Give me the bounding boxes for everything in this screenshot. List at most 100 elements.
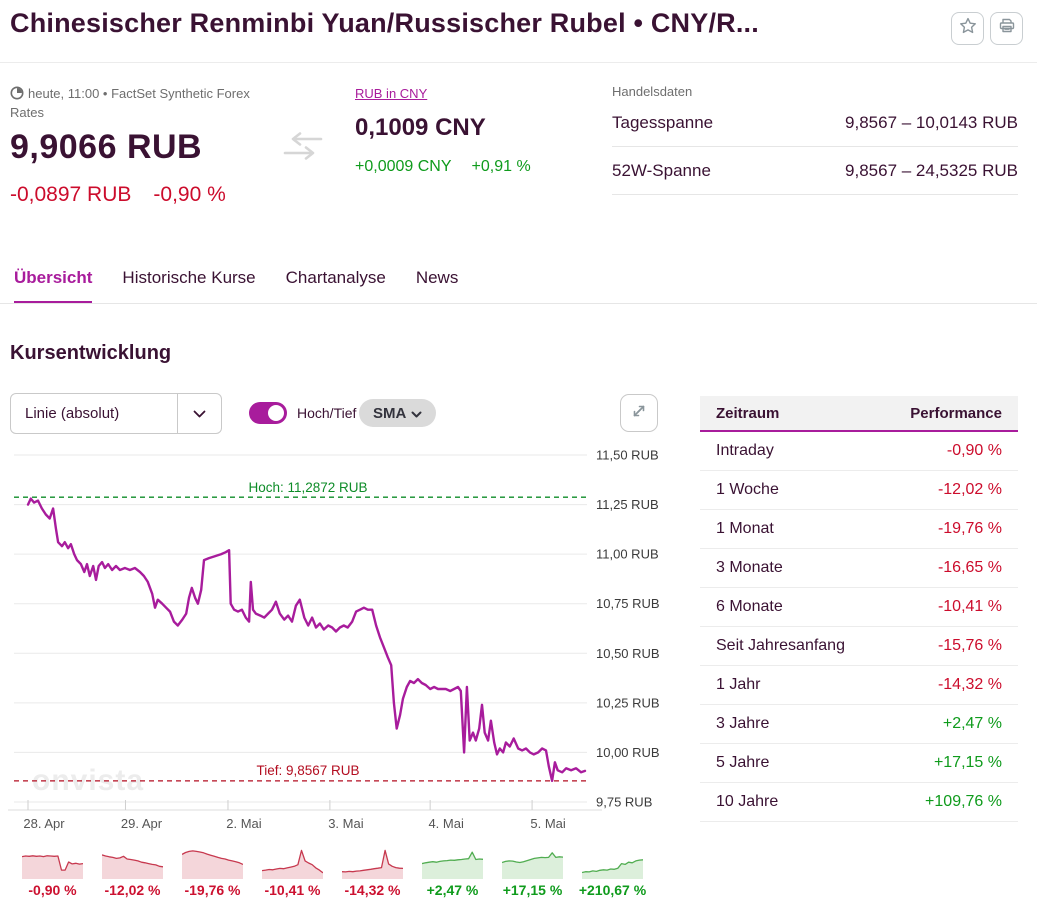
period-sparkline-4[interactable]: -10,41 % [262,846,323,898]
hoch-label: Hoch: 11,2872 RUB [248,480,367,495]
x-axis-tick-label: 4. Mai [428,816,464,831]
performance-value: -19,76 % [937,520,1002,537]
performance-row: Intraday -0,90 % [700,432,1018,471]
sparkline-performance-label: -0,90 % [28,882,77,898]
price-chart-svg: 11,50 RUB 11,25 RUB 11,00 RUB 10,75 RUB 10,5… [8,448,660,831]
section-title: Kursentwicklung [10,342,172,364]
performance-value: -10,41 % [937,598,1002,615]
star-icon [958,16,978,41]
sparkline-chart [422,851,483,879]
handelsdaten-row-value: 9,8567 – 10,0143 RUB [845,112,1018,132]
sparkline-chart [102,854,163,879]
performance-period: Seit Jahresanfang [716,637,845,654]
performance-row: 3 Monate -16,65 % [700,549,1018,588]
rub-in-cny-link[interactable]: RUB in CNY [355,86,428,101]
toggle-knob [268,405,284,421]
chevron-down-icon [177,394,221,433]
period-sparkline-5[interactable]: -14,32 % [342,846,403,898]
period-sparkline-6[interactable]: +2,47 % [422,846,483,898]
tabs-divider [0,303,1037,304]
performance-value: -15,76 % [937,637,1002,654]
header-actions [951,12,1023,45]
sparkline-performance-label: +2,47 % [426,882,479,898]
converse-change-pct: +0,91 % [471,158,531,175]
performance-period: 1 Woche [716,481,779,498]
tab-bar: Übersicht Historische Kurse Chartanalyse… [14,268,458,304]
hoch-tief-toggle[interactable] [249,402,287,424]
column-header-zeitraum: Zeitraum [716,404,780,422]
y-axis-tick-label: 10,00 RUB [596,745,660,760]
tab-chartanalyse[interactable]: Chartanalyse [285,268,386,287]
handelsdaten-row-label: 52W-Spanne [612,160,711,180]
sparkline-chart [262,849,323,879]
converse-price: 0,1009 CNY [355,114,486,141]
sparkline-performance-label: -12,02 % [104,882,161,898]
watchlist-star-button[interactable] [951,12,984,45]
x-axis-tick-label: 29. Apr [121,816,163,831]
performance-period: 1 Jahr [716,676,761,693]
tab-uebersicht[interactable]: Übersicht [14,268,93,304]
handelsdaten-row-value: 9,8567 – 24,5325 RUB [845,160,1018,180]
fullscreen-chart-button[interactable] [620,394,658,432]
performance-table: Zeitraum Performance Intraday -0,90 % 1 Wo… [700,396,1018,822]
price-chart[interactable]: 11,50 RUB 11,25 RUB 11,00 RUB 10,75 RUB 10,5… [8,438,688,840]
quote-timestamp-text: heute, 11:00 • FactSet Synthetic Forex R… [10,86,250,120]
tab-news[interactable]: News [415,268,459,287]
period-sparkline-1[interactable]: -0,90 % [22,846,83,898]
performance-row: 1 Jahr -14,32 % [700,666,1018,705]
handelsdaten-row-52w: 52W-Spanne 9,8567 – 24,5325 RUB [612,147,1018,195]
currency-swap-icon [281,128,325,169]
sparkline-performance-label: +210,67 % [578,882,647,898]
expand-icon [629,401,649,426]
period-sparkline-3[interactable]: -19,76 % [182,846,243,898]
hoch-tief-toggle-label: Hoch/Tief [297,405,357,421]
period-sparkline-7[interactable]: +17,15 % [502,846,563,898]
tab-historische-kurse[interactable]: Historische Kurse [122,268,256,287]
sma-label: SMA [373,404,407,422]
print-icon [997,16,1017,41]
handelsdaten-row-label: Tagesspanne [612,112,714,132]
clock-icon [10,86,24,100]
period-sparkline-row: -0,90 % -12,02 % -19,76 % -10,41 % -14,32 % +… [22,846,647,898]
performance-period: 1 Monat [716,520,774,537]
performance-period: 3 Monate [716,559,783,576]
chevron-down-icon [411,405,422,422]
sparkline-performance-label: -10,41 % [264,882,321,898]
y-axis-tick-label: 11,00 RUB [596,547,659,562]
performance-row: 10 Jahre +109,76 % [700,783,1018,822]
performance-table-body: Intraday -0,90 % 1 Woche -12,02 % 1 Monat -19… [700,432,1018,822]
period-sparkline-2[interactable]: -12,02 % [102,846,163,898]
performance-row: 1 Monat -19,76 % [700,510,1018,549]
handelsdaten-title: Handelsdaten [612,84,693,99]
performance-row: Seit Jahresanfang -15,76 % [700,627,1018,666]
price-line-series [26,497,587,782]
sma-indicator-button[interactable]: SMA [359,399,437,427]
sparkline-performance-label: -14,32 % [344,882,401,898]
header-divider [0,62,1037,63]
performance-value: +2,47 % [942,715,1002,732]
performance-value: -12,02 % [937,481,1002,498]
sparkline-chart [182,850,243,879]
period-sparkline-8[interactable]: +210,67 % [578,846,647,898]
sparkline-chart [582,859,643,879]
handelsdaten-panel: Handelsdaten Tagesspanne 9,8567 – 10,014… [612,84,1018,195]
performance-value: -14,32 % [937,676,1002,693]
last-price: 9,9066 RUB [10,128,203,166]
performance-value: -0,90 % [946,442,1002,459]
performance-row: 6 Monate -10,41 % [700,588,1018,627]
y-axis-tick-label: 11,25 RUB [596,497,659,512]
quote-timestamp: heute, 11:00 • FactSet Synthetic Forex R… [10,84,270,122]
performance-row: 5 Jahre +17,15 % [700,744,1018,783]
y-axis-tick-label: 10,25 RUB [596,695,660,710]
performance-period: 3 Jahre [716,715,770,732]
page-title: Chinesischer Renminbi Yuan/Russischer Ru… [10,8,759,38]
chart-type-select[interactable]: Linie (absolut) [10,393,222,434]
sparkline-chart [342,849,403,879]
sparkline-chart [502,852,563,879]
print-button[interactable] [990,12,1023,45]
performance-value: +109,76 % [925,793,1002,810]
handelsdaten-row-tagesspanne: Tagesspanne 9,8567 – 10,0143 RUB [612,99,1018,147]
performance-period: 5 Jahre [716,754,770,771]
sparkline-performance-label: -19,76 % [184,882,241,898]
